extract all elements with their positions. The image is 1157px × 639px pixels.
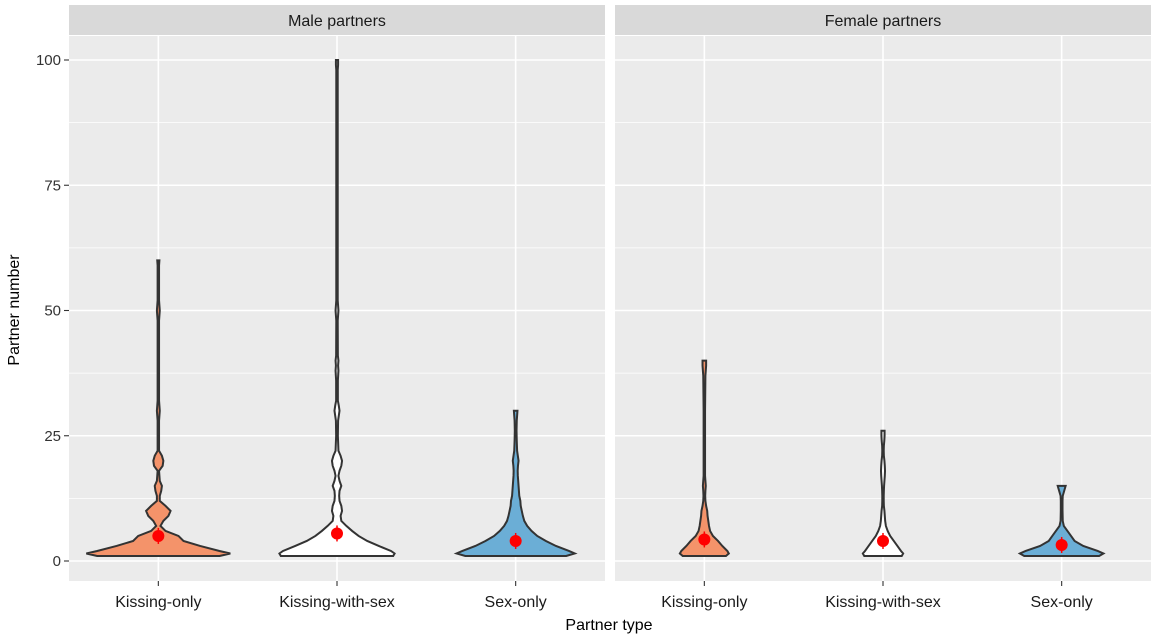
mean-point xyxy=(698,533,711,546)
violin-sex-only xyxy=(453,409,578,557)
x-tick-label: Sex-only xyxy=(485,594,547,611)
facet-panel: Female partners Kissing-only Kissing-with-… xyxy=(615,5,1151,611)
facet-panel: Male partners Kissing-only Kissing-with-se… xyxy=(69,5,605,611)
facet-title: Female partners xyxy=(825,13,942,30)
x-tick-label: Kissing-only xyxy=(661,594,747,611)
violin-kissing-only xyxy=(86,259,231,557)
violin-kissing-with-sex xyxy=(278,59,396,557)
panels-layer: Male partners Kissing-only Kissing-with-se… xyxy=(69,5,1151,611)
y-tick-label: 25 xyxy=(44,428,61,445)
facet-strip xyxy=(615,5,1151,35)
y-axis: 0 25 50 75 100 xyxy=(36,52,69,570)
y-tick-label: 100 xyxy=(36,52,61,69)
x-tick-label: Kissing-only xyxy=(115,594,201,611)
x-tick-label: Kissing-with-sex xyxy=(279,594,395,611)
x-tick-label: Sex-only xyxy=(1031,594,1093,611)
mean-point xyxy=(509,534,522,547)
facet-title: Male partners xyxy=(288,13,386,30)
y-tick-label: 0 xyxy=(53,553,61,570)
x-tick-label: Kissing-with-sex xyxy=(825,594,941,611)
mean-point xyxy=(1055,538,1068,551)
mean-point xyxy=(877,534,889,547)
x-axis-title: Partner type xyxy=(565,617,652,634)
mean-point xyxy=(331,527,343,540)
y-axis-title: Partner number xyxy=(6,254,23,366)
violin-kissing-with-sex xyxy=(861,429,905,557)
y-tick-label: 50 xyxy=(44,303,61,320)
violin-sex-only xyxy=(1017,484,1106,557)
mean-point xyxy=(152,529,165,542)
facet-strip xyxy=(69,5,605,35)
y-tick-label: 75 xyxy=(44,177,61,194)
violin-kissing-only xyxy=(678,359,731,557)
